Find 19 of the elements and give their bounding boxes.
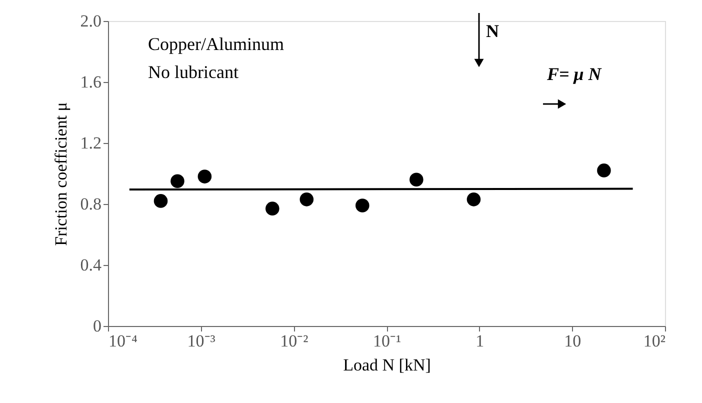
y-axis-title: Friction coefficient μ: [51, 102, 70, 246]
y-tick-label: 1.2: [80, 134, 102, 152]
x-tick-label: 10⁻²: [280, 332, 308, 350]
x-tick-label: 10: [564, 332, 582, 350]
annotation: Copper/Aluminum: [148, 34, 284, 54]
x-tick-label: 10⁻¹: [372, 332, 402, 350]
annotation: N: [486, 21, 499, 41]
x-axis-title: Load N [kN]: [343, 356, 431, 374]
annotation: No lubricant: [148, 62, 238, 82]
x-tick-label: 10⁻⁴: [108, 332, 138, 350]
y-tick-label: 1.6: [80, 72, 102, 92]
y-tick-label: 0.8: [80, 194, 102, 214]
x-tick-label: 1: [476, 332, 484, 350]
y-tick-label: 0.4: [80, 256, 102, 274]
y-tick-label: 0: [93, 316, 102, 336]
y-tick-label: 2.0: [80, 12, 102, 30]
x-tick-label: 10⁻³: [187, 332, 216, 350]
annotation: F= μ N: [546, 64, 602, 84]
x-tick-label: 10²: [643, 332, 666, 350]
